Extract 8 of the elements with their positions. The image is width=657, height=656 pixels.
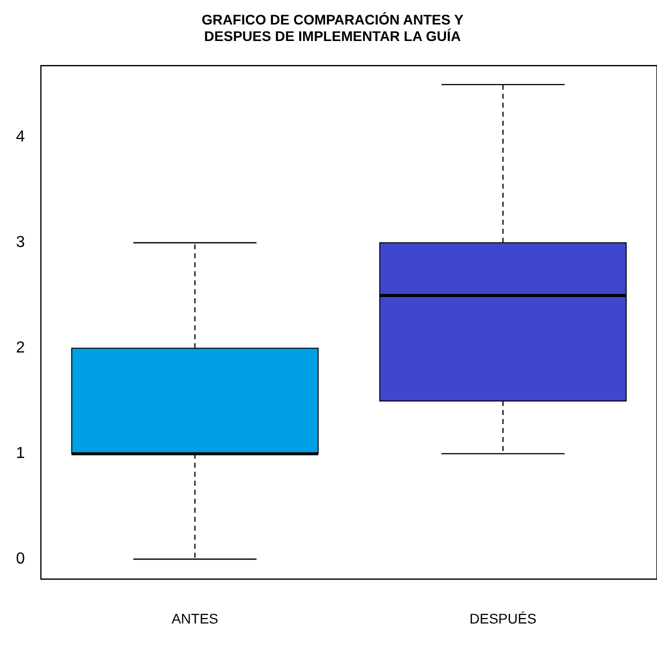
y-tick-label: 0 [16,550,25,568]
y-tick-label: 1 [16,445,25,462]
y-tick-label: 3 [16,234,25,252]
x-tick-label: DESPUÉS [470,610,536,626]
y-tick-label: 2 [16,340,25,357]
x-tick-label: ANTES [172,610,218,626]
chart-title: GRAFICO DE COMPARACIÓN ANTES Y DESPUES DE IMPLEMENTAR LA GUÍA [202,11,464,44]
y-tick-label: 4 [16,128,25,146]
